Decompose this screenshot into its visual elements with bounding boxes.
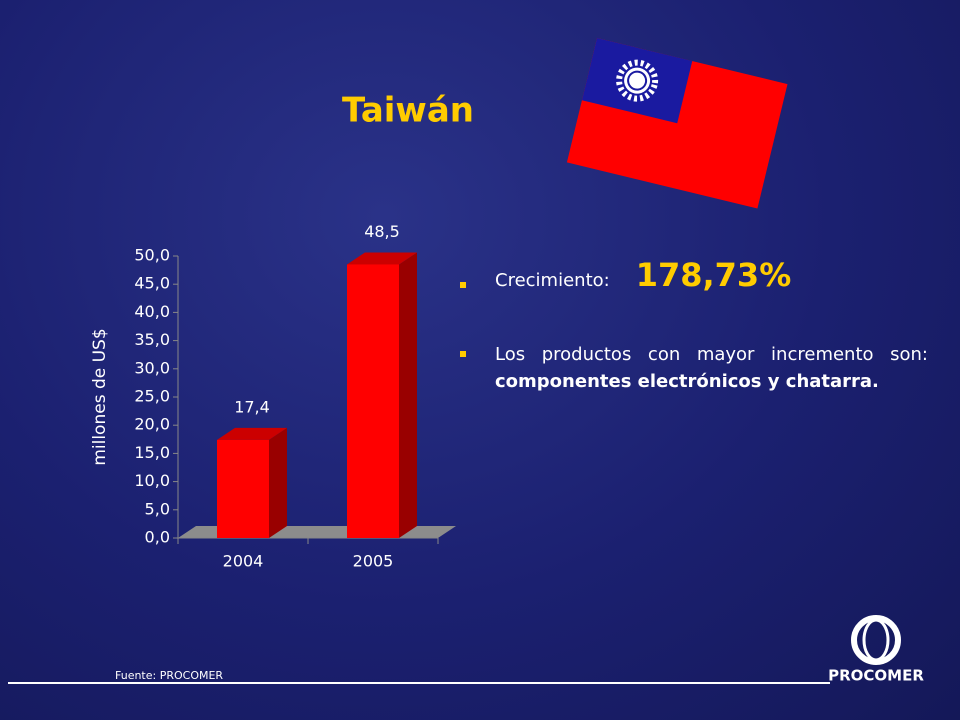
y-tick-label: 50,0 [134,246,170,265]
bar [217,439,269,538]
x-tick-label: 2004 [223,552,264,571]
bar [347,264,399,538]
y-tick-label: 30,0 [134,358,170,377]
bar-side [399,252,417,538]
bullet-text: Crecimiento: [495,270,610,291]
y-tick-label: 10,0 [134,471,170,490]
value-label: 17,4 [234,397,270,416]
bullet-text-bold: componentes electrónicos y chatarra. [495,371,879,392]
bullet-text: Los productos con mayor incremento son: … [495,341,928,395]
value-label: 48,5 [364,222,400,241]
y-tick-label: 15,0 [134,443,170,462]
title: Taiwán [342,91,474,131]
y-tick-label: 45,0 [134,274,170,293]
bar-top [347,252,417,265]
x-tick-label: 2005 [353,552,394,571]
y-axis-label: millones de US$ [90,328,110,465]
bullet: Los productos con mayor incremento son: … [460,341,928,395]
bullet-text-normal: Los productos con mayor incremento son: [495,344,928,365]
y-tick-label: 0,0 [145,528,170,547]
bar-side [269,427,287,538]
source: Fuente: PROCOMER [115,669,223,682]
y-tick-label: 35,0 [134,330,170,349]
logo: PROCOMER [828,615,924,685]
bar-top [217,427,287,440]
y-tick-label: 25,0 [134,387,170,406]
logo-text: PROCOMER [828,667,924,685]
bullet: Crecimiento: 178,73% [460,256,928,294]
y-tick-label: 5,0 [145,499,170,518]
y-tick-label: 40,0 [134,302,170,321]
growth-value: 178,73% [635,256,792,294]
flag [566,38,788,209]
y-tick-label: 20,0 [134,415,170,434]
